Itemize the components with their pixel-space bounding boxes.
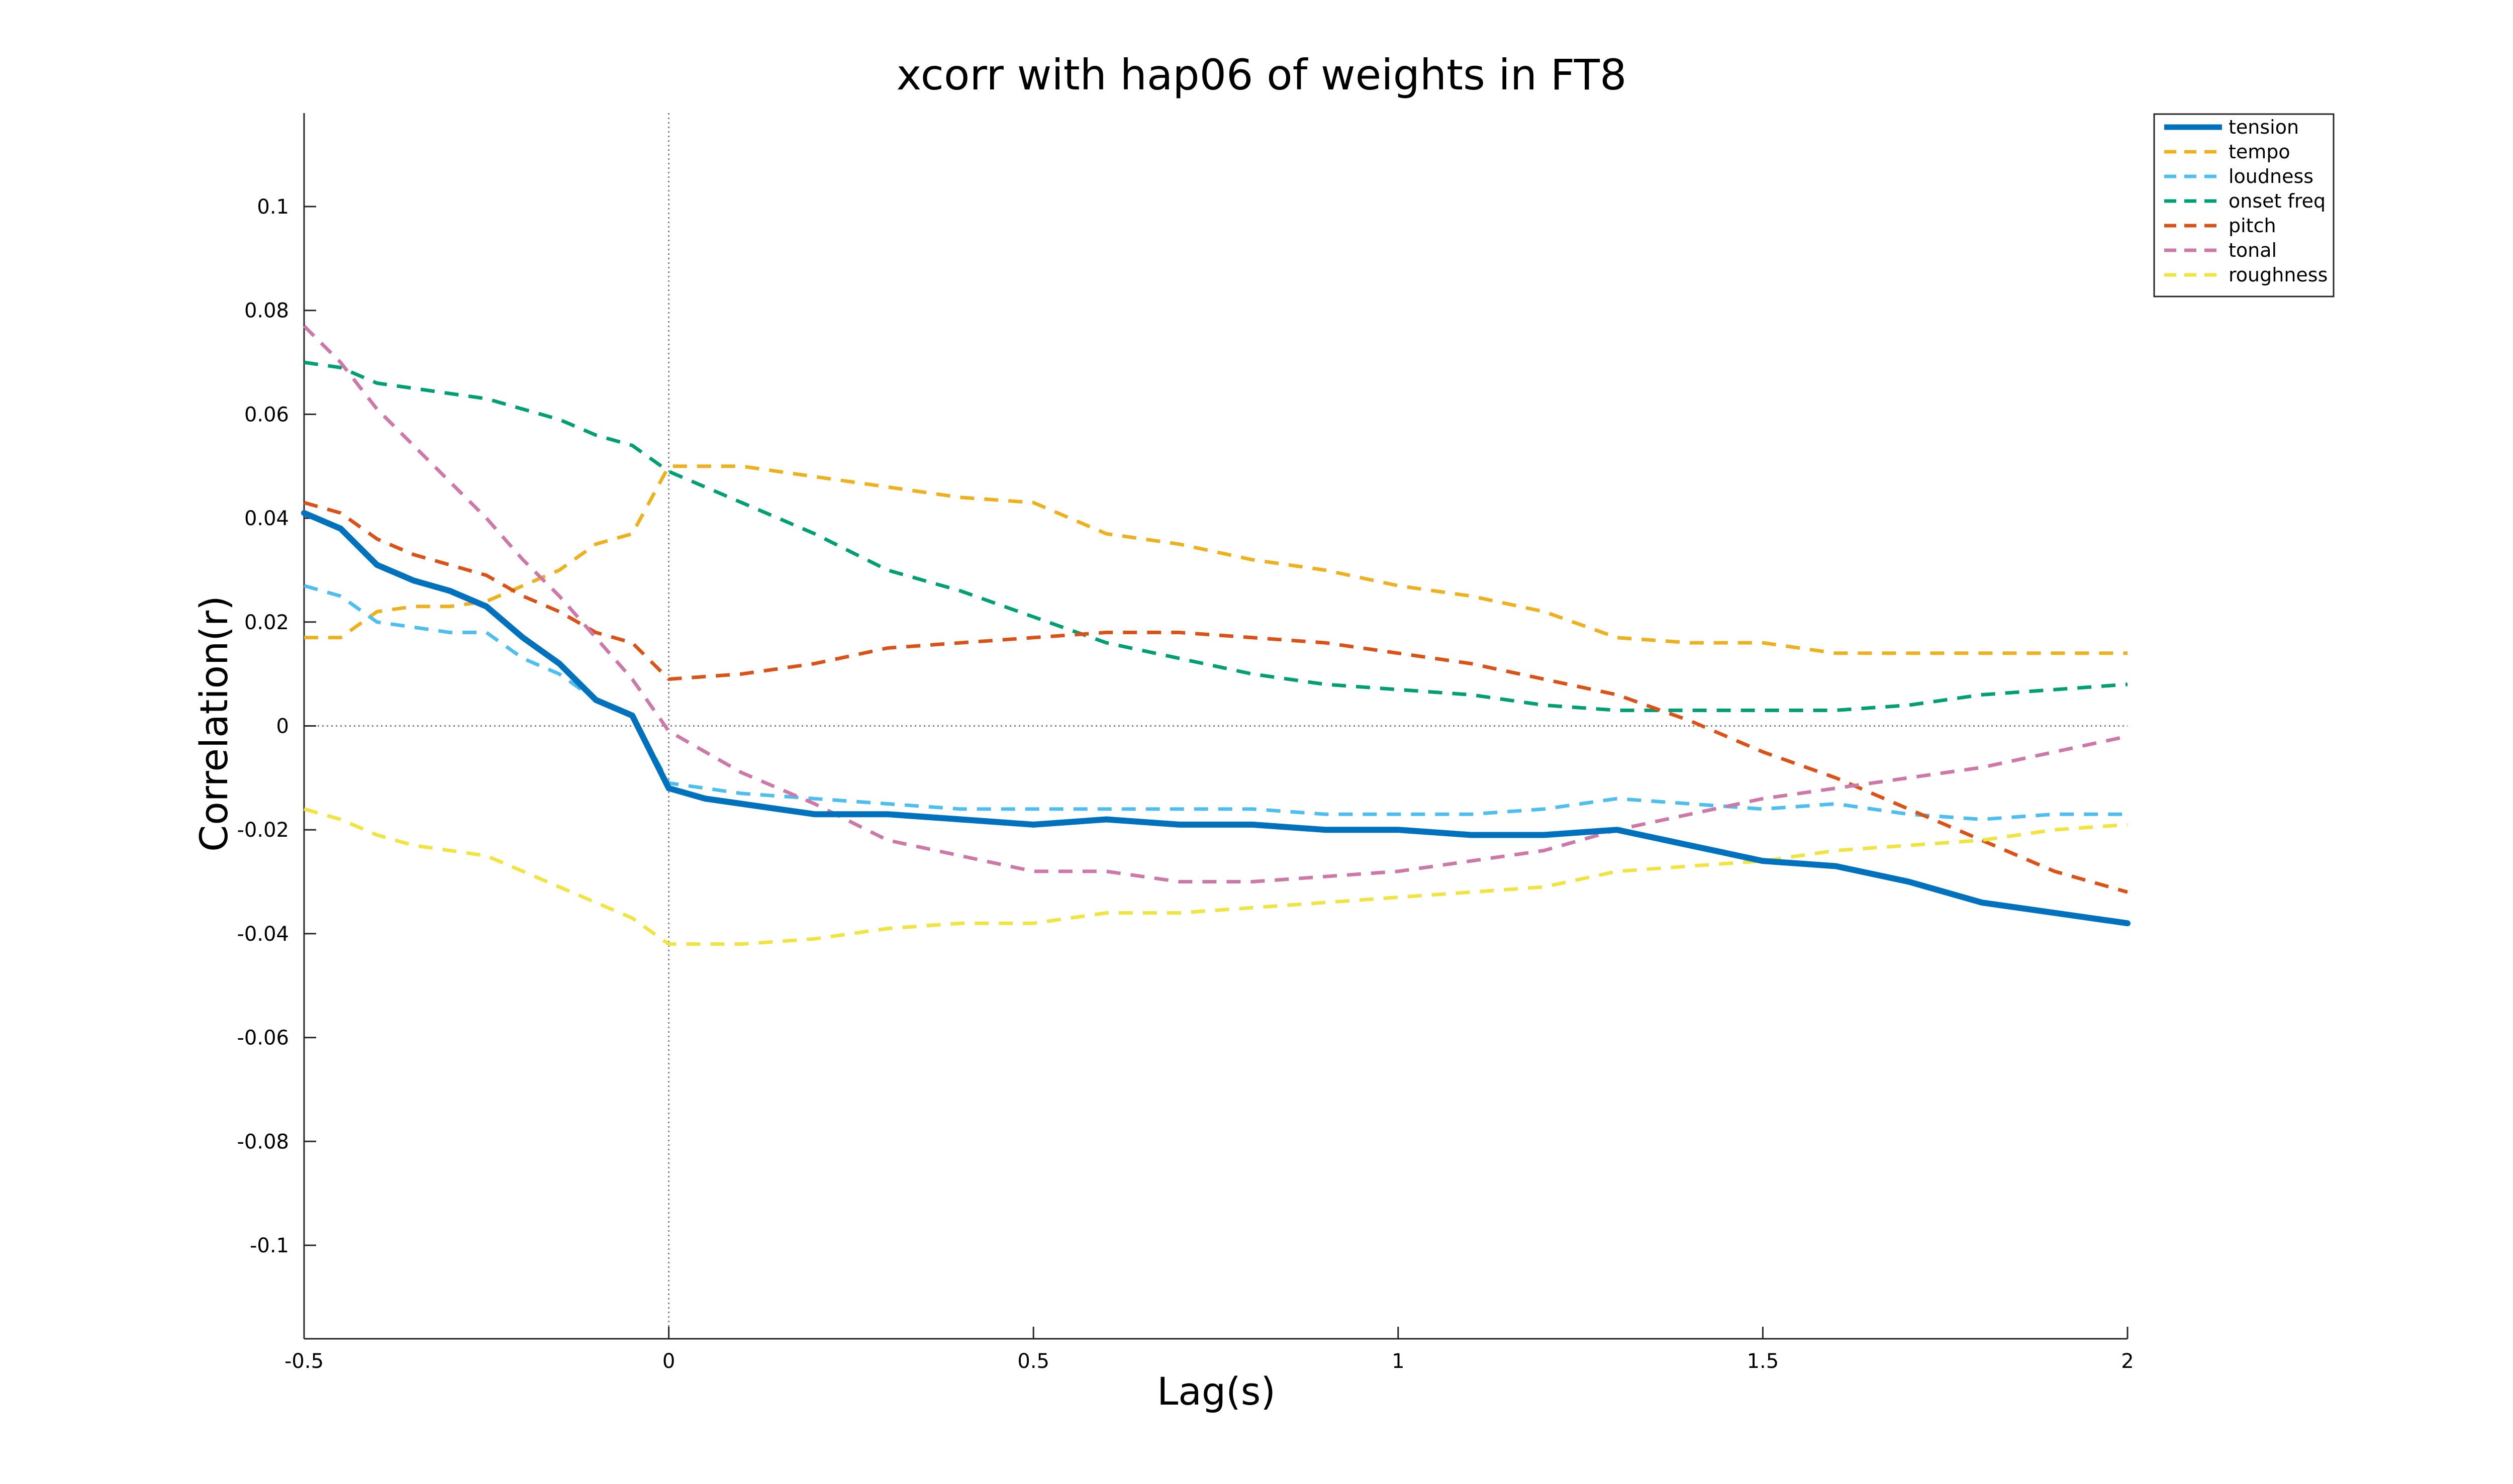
legend-label: loudness: [2229, 165, 2313, 187]
legend-label: onset freq: [2229, 190, 2326, 212]
x-axis-label: Lag(s): [1157, 1369, 1276, 1414]
y-tick-label: -0.04: [237, 923, 289, 946]
y-tick-label: 0.08: [244, 300, 289, 323]
series-line-loudness: [304, 584, 2128, 821]
series-lines: [301, 325, 2131, 946]
y-tick-label: 0: [276, 715, 289, 738]
series-line-tension: [301, 510, 2131, 927]
series-line-tempo: [304, 464, 2128, 655]
y-ticks: 0.1 0.08 0.06 0.04 0.02 0 -0.02 -0.04 -0.06 -0.08…: [237, 195, 316, 1257]
series-line-roughness: [304, 807, 2128, 946]
legend-label: tempo: [2229, 141, 2290, 163]
reference-lines: [304, 113, 2128, 1339]
x-ticks: -0.5 0 0.5 1 1.5 2: [284, 1327, 2134, 1373]
y-axis-label: Correlation(r): [191, 596, 236, 852]
y-tick-label: -0.02: [237, 819, 289, 842]
x-tick-label: 0: [662, 1350, 675, 1373]
y-tick-label: 0.02: [244, 611, 289, 634]
legend-box: [2153, 113, 2335, 298]
series-line-onset-freq: [304, 360, 2128, 712]
x-tick-label: 2: [2121, 1350, 2134, 1373]
y-tick-label: 0.1: [257, 195, 289, 219]
y-tick-label: -0.06: [237, 1027, 289, 1050]
legend-label: pitch: [2229, 215, 2276, 237]
chart-title: xcorr with hap06 of weights in FT8: [897, 50, 1627, 100]
x-tick-label: 1: [1392, 1350, 1404, 1373]
y-tick-label: 0.04: [244, 507, 289, 530]
x-tick-label: -0.5: [284, 1350, 324, 1373]
y-tick-label: -0.1: [250, 1234, 289, 1257]
series-line-pitch: [304, 501, 2128, 894]
series-line-tonal: [303, 325, 2128, 883]
legend-label: tonal: [2229, 239, 2277, 261]
y-tick-label: 0.06: [244, 403, 289, 426]
legend-label: tension: [2229, 116, 2299, 138]
y-tick-label: -0.08: [237, 1130, 289, 1153]
x-tick-label: 1.5: [1747, 1350, 1779, 1373]
x-tick-label: 0.5: [1017, 1350, 1049, 1373]
legend-label: roughness: [2229, 264, 2328, 286]
